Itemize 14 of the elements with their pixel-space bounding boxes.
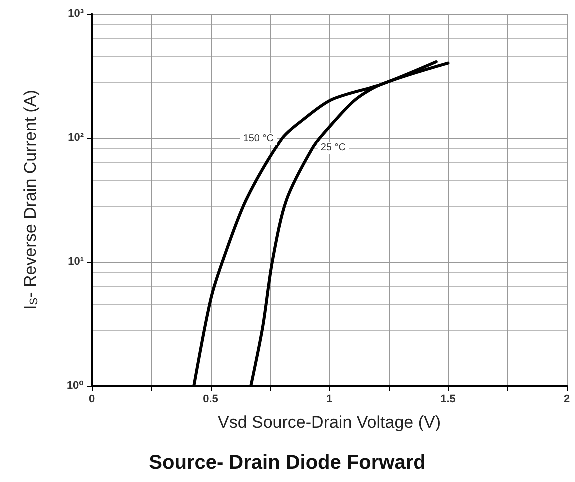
x-tick-label: 0.5 (203, 394, 218, 406)
y-tick-label: 10⁰ (66, 380, 84, 392)
text: Source- Drain Diode Forward (149, 452, 426, 474)
x-axis-title: Vsd Source-Drain Voltage (V) (218, 413, 441, 432)
series-label: 150 °C (243, 134, 274, 145)
x-tick-label: 0 (88, 394, 96, 406)
x-tick-label: 1 (326, 394, 333, 406)
y-tick-label: 10¹ (68, 256, 84, 268)
y-tick-label: 10³ (68, 8, 84, 20)
x-tick-label: 1.5 (440, 394, 456, 406)
x-tick-label: 2 (564, 394, 570, 406)
y-axis-title: IS- Reverse Drain Current (A) (21, 90, 40, 310)
y-tick-label: 10² (68, 132, 84, 144)
series-label: 25 °C (320, 142, 346, 154)
